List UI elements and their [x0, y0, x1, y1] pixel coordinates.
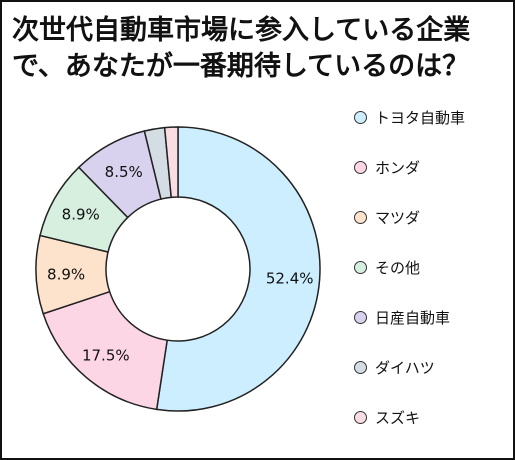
legend-swatch-2 — [354, 160, 367, 174]
slice-1 — [155, 126, 321, 412]
legend-label-7: スズキ — [375, 408, 421, 427]
legend-label-2: ホンダ — [375, 158, 421, 177]
data-label-3: 8.9% — [47, 266, 85, 284]
legend-label-5: 日産自動車 — [375, 308, 451, 327]
legend-item-2: ホンダ — [354, 156, 420, 178]
legend-label-4: その他 — [375, 258, 421, 277]
legend-item-6: ダイハツ — [354, 356, 435, 378]
legend-label-6: ダイハツ — [375, 358, 435, 377]
slice-7 — [163, 126, 179, 199]
data-label-4: 8.9% — [62, 206, 100, 224]
legend-swatch-6 — [354, 360, 367, 374]
chart-title-line-2: で、あなたが一番期待しているのは？ — [12, 51, 470, 82]
legend-item-7: スズキ — [354, 406, 420, 428]
legend-label-1: トヨタ自動車 — [375, 108, 466, 127]
legend-item-1: トヨタ自動車 — [354, 106, 465, 128]
legend-swatch-4 — [354, 260, 367, 274]
data-label-5: 8.5% — [105, 163, 143, 181]
legend-item-3: マツダ — [354, 206, 420, 228]
legend-swatch-7 — [354, 410, 367, 424]
legend-label-3: マツダ — [375, 208, 421, 227]
data-label-2: 17.5% — [82, 347, 130, 365]
legend-item-5: 日産自動車 — [354, 306, 450, 328]
data-label-1: 52.4% — [266, 269, 314, 287]
legend-swatch-1 — [354, 110, 367, 124]
legend-swatch-5 — [354, 310, 367, 324]
legend-item-4: その他 — [354, 256, 420, 278]
chart-title-line-1: 次世代自動車市場に参入している企業 — [12, 15, 471, 46]
legend-swatch-3 — [354, 210, 367, 224]
